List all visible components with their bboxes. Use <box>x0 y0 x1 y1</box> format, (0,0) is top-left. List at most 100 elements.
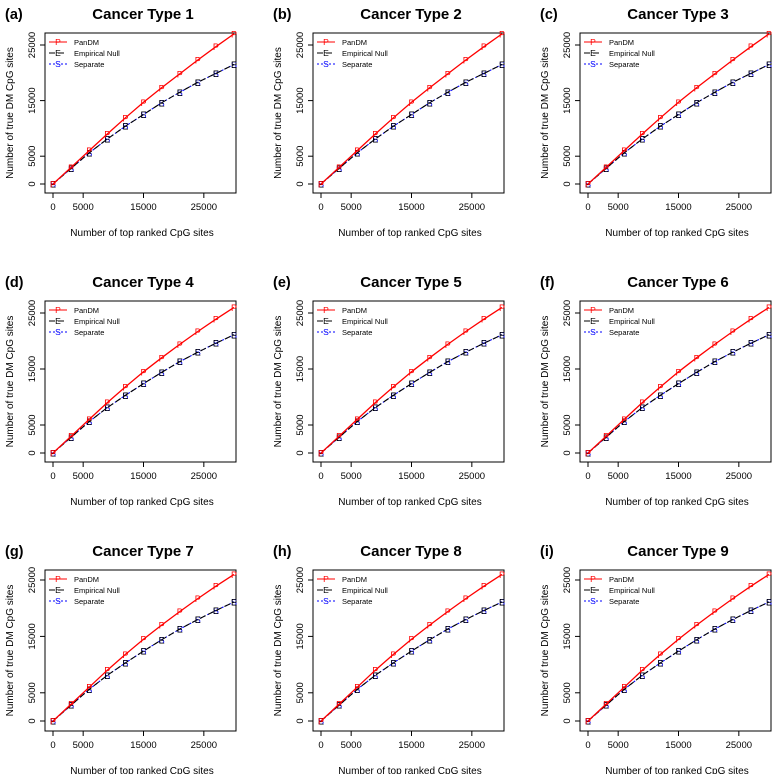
y-tick-label: 0 <box>562 718 573 723</box>
legend-marker: S <box>55 59 61 69</box>
data-point: S <box>104 134 110 144</box>
data-point: E <box>427 98 433 108</box>
y-tick-label: 15000 <box>562 356 573 382</box>
data-point: P <box>372 666 378 676</box>
y-axis-label: Number of true DM CpG sites <box>5 47 16 179</box>
x-tick-label: 15000 <box>398 740 424 751</box>
data-point: P <box>68 700 74 710</box>
data-point: S <box>50 717 56 727</box>
data-point: S <box>372 403 378 413</box>
data-point: E <box>445 357 451 367</box>
data-point: E <box>140 647 146 657</box>
y-tick-label: 5000 <box>27 682 38 703</box>
plot-frame <box>44 569 237 732</box>
y-tick-label: 5000 <box>295 146 306 167</box>
data-point: E <box>50 180 56 190</box>
data-point: E <box>766 60 772 70</box>
legend-label: PanDM <box>609 575 634 584</box>
data-point: E <box>408 379 414 389</box>
x-axis-label: Number of top ranked CpG sites <box>338 228 481 239</box>
y-tick-label: 5000 <box>562 414 573 435</box>
series-line-separate <box>587 334 770 454</box>
data-point: P <box>372 398 378 408</box>
data-point: P <box>427 621 433 631</box>
data-point: S <box>481 69 487 79</box>
data-point: P <box>231 303 237 313</box>
data-point: S <box>408 647 414 657</box>
series-line-separate <box>320 64 503 185</box>
series-line-pandm <box>320 33 503 185</box>
data-point: S <box>213 606 219 616</box>
data-point: E <box>318 449 324 459</box>
data-point: P <box>318 449 324 459</box>
y-axis-label: Number of true DM CpG sites <box>5 585 16 717</box>
data-point: S <box>372 671 378 681</box>
plot-frame <box>44 300 237 463</box>
series-line-empirical-null <box>587 334 770 454</box>
y-axis-label: Number of true DM CpG sites <box>273 47 284 179</box>
data-point: P <box>390 650 396 660</box>
data-point: E <box>730 615 736 625</box>
plot-frame <box>579 569 772 732</box>
panel-b: (b) Cancer Type 2 0 5000 15000 25000 0 5000 1500… <box>273 6 505 239</box>
legend-marker: P <box>590 37 596 47</box>
x-axis-label: Number of top ranked CpG sites <box>338 497 481 508</box>
y-tick-label: 25000 <box>562 567 573 593</box>
x-tick-label: 0 <box>50 471 55 482</box>
plot-frame <box>312 300 505 463</box>
series-line-pandm <box>52 33 235 185</box>
x-tick-label: 5000 <box>341 471 362 482</box>
data-point: P <box>481 582 487 592</box>
panel-i: (i) Cancer Type 9 0 5000 15000 25000 0 5000 1500… <box>540 543 772 774</box>
data-point: E <box>140 379 146 389</box>
legend-label: PanDM <box>342 306 367 315</box>
legend-label: PanDM <box>74 306 99 315</box>
plot-frame <box>312 32 505 194</box>
data-point: P <box>748 582 754 592</box>
panel-label: (f) <box>540 275 555 291</box>
x-tick-label: 15000 <box>130 202 156 213</box>
data-point: E <box>318 717 324 727</box>
data-point: E <box>68 433 74 443</box>
data-point: P <box>159 353 165 363</box>
data-point: P <box>657 382 663 392</box>
data-point: E <box>354 417 360 427</box>
legend-label: Empirical Null <box>342 317 388 326</box>
y-tick-label: 25000 <box>27 300 38 326</box>
data-point: P <box>499 29 505 39</box>
data-point: P <box>336 700 342 710</box>
legend-marker: E <box>323 48 329 58</box>
data-point: P <box>657 113 663 123</box>
x-tick-label: 5000 <box>341 740 362 751</box>
data-point: E <box>499 60 505 70</box>
panel-g: (g) Cancer Type 7 0 5000 15000 25000 0 5000 1500… <box>5 543 237 774</box>
panel-e: (e) Cancer Type 5 0 5000 15000 25000 0 5000 1500… <box>273 274 505 508</box>
data-point: E <box>177 357 183 367</box>
x-tick-label: 0 <box>585 202 590 213</box>
data-point: E <box>499 330 505 340</box>
data-point: P <box>730 594 736 604</box>
data-point: S <box>50 449 56 459</box>
legend-marker: E <box>323 316 329 326</box>
data-point: P <box>621 146 627 156</box>
data-point: S <box>213 69 219 79</box>
x-tick-label: 15000 <box>665 202 691 213</box>
data-point: E <box>675 379 681 389</box>
data-point: E <box>675 110 681 120</box>
chart-title: Cancer Type 6 <box>627 274 728 291</box>
data-point: S <box>585 717 591 727</box>
data-point: P <box>445 69 451 79</box>
data-point: E <box>68 701 74 711</box>
x-tick-label: 15000 <box>130 471 156 482</box>
x-axis-label: Number of top ranked CpG sites <box>70 228 213 239</box>
data-point: S <box>748 606 754 616</box>
y-tick-label: 25000 <box>562 300 573 326</box>
y-tick-label: 15000 <box>295 623 306 649</box>
data-point: P <box>408 98 414 108</box>
data-point: P <box>336 163 342 173</box>
data-point: E <box>657 391 663 401</box>
y-tick-label: 5000 <box>562 146 573 167</box>
data-point: E <box>177 88 183 98</box>
chart-title: Cancer Type 2 <box>360 6 461 23</box>
panel-label: (e) <box>273 275 291 291</box>
